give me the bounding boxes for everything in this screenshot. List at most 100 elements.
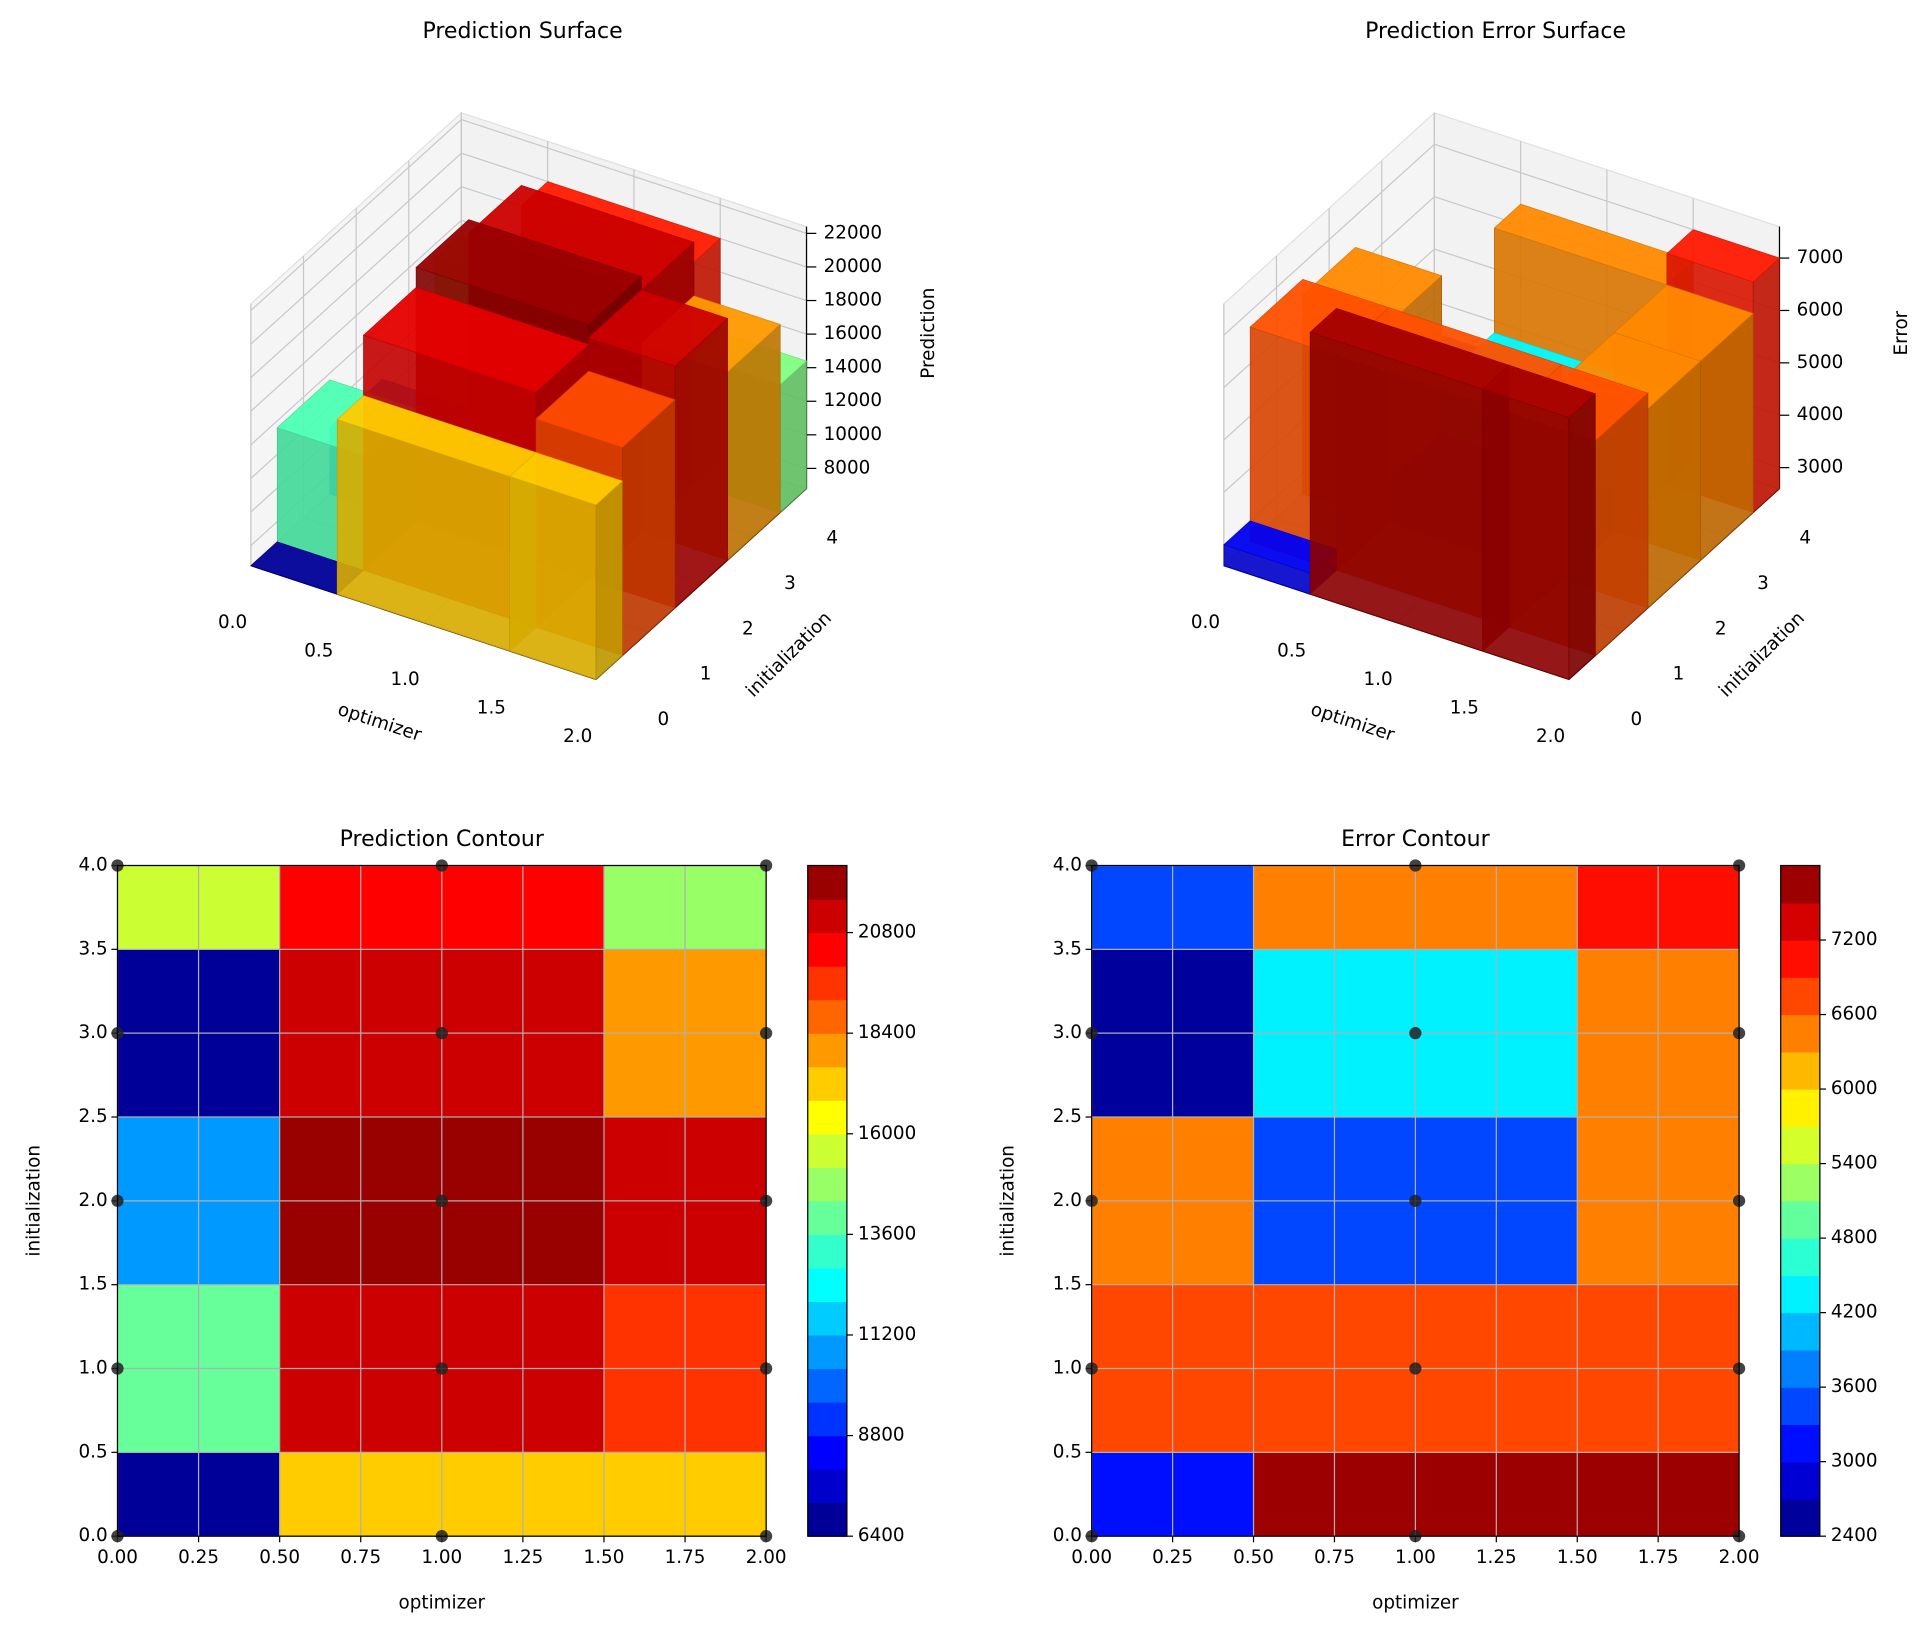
chart-title: Error Contour xyxy=(1341,827,1491,852)
colorbar-band xyxy=(1780,977,1820,1016)
z-tick-label: 5000 xyxy=(1797,352,1844,373)
x-tick-label: 1.25 xyxy=(502,1547,543,1568)
axes-frame xyxy=(1091,864,1740,1537)
x-tick-label: 0.0 xyxy=(218,612,247,633)
z-tick-label: 22000 xyxy=(824,222,882,243)
prism-top xyxy=(1482,364,1596,418)
y-tick-label: 1.5 xyxy=(79,1274,108,1295)
y-axis-label: initialization xyxy=(997,1145,1018,1257)
prism-top xyxy=(415,219,642,325)
prism-side xyxy=(779,360,807,514)
colorbar-band xyxy=(1780,1312,1820,1351)
colorbar-band xyxy=(807,1502,847,1537)
colorbar-band xyxy=(1780,940,1820,978)
prism-top xyxy=(535,370,676,448)
z-tick-label: 6000 xyxy=(1797,299,1844,320)
colorbar-band xyxy=(807,1469,847,1504)
y-tick-label: 1.0 xyxy=(79,1358,108,1379)
colorbar-band xyxy=(807,1402,847,1437)
y-tick-label: 4 xyxy=(1799,528,1811,549)
colorbar-band xyxy=(807,899,847,934)
chart-title: Prediction Contour xyxy=(340,827,545,852)
y-tick-label: 1 xyxy=(1673,664,1685,685)
y-tick-label: 0 xyxy=(657,709,669,730)
data-point xyxy=(435,1027,448,1040)
y-tick-label: 0.5 xyxy=(1053,1441,1082,1462)
prism-front xyxy=(1482,388,1570,680)
colorbar-band xyxy=(807,999,847,1034)
x-tick-label: 0.75 xyxy=(1314,1547,1355,1568)
y-tick-label: 2.0 xyxy=(79,1190,108,1211)
z-tick-label: 18000 xyxy=(824,290,882,311)
y-tick-label: 2 xyxy=(742,618,754,639)
x-tick-label: 1.5 xyxy=(477,698,506,719)
z-tick-label: 12000 xyxy=(824,390,882,411)
z-tick-label: 14000 xyxy=(824,357,882,378)
y-tick-label: 4 xyxy=(826,528,838,549)
z-tick-label: 20000 xyxy=(824,256,882,277)
x-tick-label: 0.50 xyxy=(1233,1547,1274,1568)
colorbar-tick-label: 3000 xyxy=(1831,1451,1878,1472)
colorbar-band xyxy=(807,1100,847,1135)
x-axis-label: optimizer xyxy=(335,699,424,746)
x-tick-label: 0.0 xyxy=(1191,612,1220,633)
colorbar-band xyxy=(1780,1238,1820,1276)
prism-side xyxy=(595,480,623,681)
z-tick-label: 3000 xyxy=(1797,457,1844,478)
colorbar-band xyxy=(1780,1498,1820,1537)
chart-title: Prediction Surface xyxy=(422,19,622,44)
grid-line xyxy=(250,118,807,311)
y-tick-label: 3.0 xyxy=(79,1022,108,1043)
x-axis-label: optimizer xyxy=(1372,1592,1459,1613)
colorbar-band xyxy=(807,966,847,1001)
x-axis-label: optimizer xyxy=(399,1592,486,1613)
y-tick-label: 0.5 xyxy=(79,1441,108,1462)
colorbar-tick-label: 13600 xyxy=(858,1223,916,1244)
colorbar-tick-label: 6600 xyxy=(1831,1004,1878,1025)
x-tick-label: 1.5 xyxy=(1450,698,1479,719)
colorbar-tick-label: 5400 xyxy=(1831,1153,1878,1174)
y-tick-label: 0 xyxy=(1630,709,1642,730)
colorbar-tick-label: 18400 xyxy=(858,1022,916,1043)
y-tick-label: 2.0 xyxy=(1053,1190,1082,1211)
colorbar-band xyxy=(1780,1200,1820,1239)
prism-top xyxy=(1666,229,1781,283)
colorbar-band xyxy=(807,865,847,900)
colorbar-band xyxy=(1780,1014,1820,1053)
z-tick-label: 7000 xyxy=(1797,247,1844,268)
y-tick-label: 1.5 xyxy=(1053,1274,1082,1295)
prism-top xyxy=(362,287,590,393)
prism-side xyxy=(674,317,728,609)
colorbar-band xyxy=(807,1334,847,1370)
colorbar-band xyxy=(1780,865,1820,904)
x-tick-label: 0.5 xyxy=(304,641,333,662)
y-tick-label: 3.0 xyxy=(1053,1022,1082,1043)
colorbar-band xyxy=(807,1267,847,1303)
colorbar-band xyxy=(807,1167,847,1202)
colorbar-band xyxy=(1780,1275,1820,1314)
x-tick-label: 2.0 xyxy=(563,726,592,747)
colorbar-band xyxy=(1780,1461,1820,1500)
prism-front xyxy=(509,476,597,680)
x-tick-label: 0.50 xyxy=(259,1547,300,1568)
colorbar-tick-label: 2400 xyxy=(1831,1525,1878,1546)
colorbar-band xyxy=(1780,1424,1820,1463)
y-tick-label: 1 xyxy=(700,664,712,685)
colorbar-band xyxy=(807,932,847,967)
colorbar-tick-label: 3600 xyxy=(1831,1376,1878,1397)
colorbar-band xyxy=(807,1368,847,1403)
data-point xyxy=(1409,1027,1422,1040)
x-tick-label: 2.00 xyxy=(746,1547,787,1568)
x-tick-label: 1.00 xyxy=(421,1547,462,1568)
x-tick-label: 0.00 xyxy=(1071,1547,1112,1568)
colorbar-band xyxy=(1780,1126,1820,1165)
colorbar-band xyxy=(807,1066,847,1101)
x-tick-label: 1.50 xyxy=(584,1547,625,1568)
y-tick-label: 3 xyxy=(784,573,796,594)
x-tick-label: 1.00 xyxy=(1395,1547,1436,1568)
y-axis-label: initialization xyxy=(742,608,836,702)
x-tick-label: 2.00 xyxy=(1719,1547,1760,1568)
y-tick-label: 3.5 xyxy=(79,938,108,959)
colorbar-band xyxy=(807,1435,847,1470)
y-tick-label: 2.5 xyxy=(1053,1106,1082,1127)
